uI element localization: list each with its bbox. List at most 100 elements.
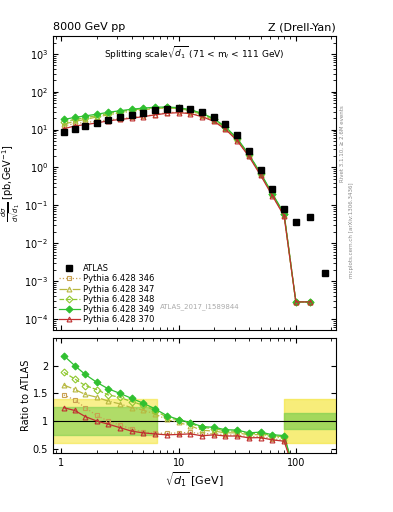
Pythia 6.428 348 bbox=[223, 124, 228, 131]
Pythia 6.428 370 bbox=[118, 116, 122, 122]
Text: Z (Drell-Yan): Z (Drell-Yan) bbox=[268, 23, 336, 32]
Pythia 6.428 370 bbox=[94, 120, 99, 126]
Pythia 6.428 348 bbox=[176, 105, 181, 111]
ATLAS bbox=[61, 129, 66, 135]
Line: Pythia 6.428 349: Pythia 6.428 349 bbox=[61, 104, 313, 304]
Text: Splitting scale$\sqrt{d_1}$ (71 < m$_l$ < 111 GeV): Splitting scale$\sqrt{d_1}$ (71 < m$_l$ … bbox=[104, 45, 285, 62]
Pythia 6.428 349 bbox=[106, 109, 110, 115]
Pythia 6.428 370 bbox=[188, 111, 193, 117]
Pythia 6.428 370 bbox=[141, 114, 146, 120]
Pythia 6.428 347 bbox=[94, 114, 99, 120]
Pythia 6.428 370 bbox=[235, 138, 240, 144]
ATLAS bbox=[106, 117, 110, 123]
Pythia 6.428 347 bbox=[72, 118, 77, 124]
Pythia 6.428 349 bbox=[176, 104, 181, 111]
Pythia 6.428 347 bbox=[165, 105, 169, 111]
Pythia 6.428 349 bbox=[72, 114, 77, 120]
Pythia 6.428 348 bbox=[270, 191, 275, 197]
Pythia 6.428 370 bbox=[72, 123, 77, 129]
Pythia 6.428 347 bbox=[270, 191, 275, 198]
Pythia 6.428 348 bbox=[72, 116, 77, 122]
ATLAS bbox=[323, 270, 327, 276]
Pythia 6.428 346 bbox=[294, 299, 298, 305]
ATLAS bbox=[235, 133, 240, 139]
Legend: ATLAS, Pythia 6.428 346, Pythia 6.428 347, Pythia 6.428 348, Pythia 6.428 349, P: ATLAS, Pythia 6.428 346, Pythia 6.428 34… bbox=[55, 261, 158, 328]
Pythia 6.428 348 bbox=[129, 107, 134, 113]
Pythia 6.428 370 bbox=[282, 213, 286, 219]
Pythia 6.428 348 bbox=[246, 152, 251, 158]
Pythia 6.428 347 bbox=[61, 121, 66, 127]
ATLAS bbox=[282, 205, 286, 211]
Text: 8000 GeV pp: 8000 GeV pp bbox=[53, 23, 125, 32]
Pythia 6.428 348 bbox=[282, 211, 286, 217]
Text: mcplots.cern.ch [arXiv:1306.3436]: mcplots.cern.ch [arXiv:1306.3436] bbox=[349, 183, 354, 278]
Y-axis label: Ratio to ATLAS: Ratio to ATLAS bbox=[22, 360, 31, 431]
Pythia 6.428 347 bbox=[282, 211, 286, 218]
Text: Rivet 3.1.10, ≥ 2.6M events: Rivet 3.1.10, ≥ 2.6M events bbox=[340, 105, 345, 182]
Pythia 6.428 346 bbox=[118, 116, 122, 122]
Pythia 6.428 348 bbox=[200, 111, 204, 117]
Pythia 6.428 349 bbox=[118, 108, 122, 114]
Pythia 6.428 349 bbox=[61, 116, 66, 122]
Pythia 6.428 346 bbox=[188, 110, 193, 116]
Pythia 6.428 346 bbox=[94, 118, 99, 124]
Pythia 6.428 349 bbox=[258, 170, 263, 176]
Pythia 6.428 346 bbox=[129, 114, 134, 120]
Pythia 6.428 370 bbox=[165, 110, 169, 116]
Pythia 6.428 347 bbox=[141, 106, 146, 113]
ATLAS bbox=[94, 120, 99, 126]
Pythia 6.428 349 bbox=[223, 124, 228, 130]
Pythia 6.428 346 bbox=[200, 113, 204, 119]
Pythia 6.428 346 bbox=[223, 126, 228, 132]
Pythia 6.428 349 bbox=[153, 104, 158, 110]
ATLAS bbox=[258, 166, 263, 173]
Pythia 6.428 370 bbox=[129, 115, 134, 121]
Pythia 6.428 346 bbox=[141, 113, 146, 119]
Pythia 6.428 348 bbox=[153, 104, 158, 111]
Pythia 6.428 370 bbox=[61, 126, 66, 132]
Pythia 6.428 348 bbox=[211, 116, 216, 122]
Pythia 6.428 346 bbox=[61, 123, 66, 129]
Pythia 6.428 349 bbox=[294, 299, 298, 305]
ATLAS bbox=[308, 214, 313, 220]
Pythia 6.428 347 bbox=[153, 105, 158, 112]
Pythia 6.428 370 bbox=[258, 173, 263, 179]
Pythia 6.428 348 bbox=[308, 299, 313, 305]
Line: Pythia 6.428 348: Pythia 6.428 348 bbox=[61, 105, 313, 304]
Pythia 6.428 346 bbox=[106, 117, 110, 123]
ATLAS bbox=[176, 105, 181, 111]
Pythia 6.428 370 bbox=[153, 112, 158, 118]
Pythia 6.428 349 bbox=[282, 210, 286, 217]
Pythia 6.428 346 bbox=[246, 153, 251, 159]
Pythia 6.428 346 bbox=[308, 299, 313, 305]
ATLAS bbox=[153, 108, 158, 114]
Pythia 6.428 349 bbox=[141, 105, 146, 111]
Pythia 6.428 349 bbox=[200, 110, 204, 116]
Pythia 6.428 349 bbox=[308, 299, 313, 305]
Pythia 6.428 370 bbox=[211, 118, 216, 124]
Pythia 6.428 370 bbox=[106, 118, 110, 124]
ATLAS bbox=[129, 112, 134, 118]
Pythia 6.428 347 bbox=[106, 112, 110, 118]
Line: Pythia 6.428 347: Pythia 6.428 347 bbox=[61, 105, 313, 304]
X-axis label: $\sqrt{d_1}$ [GeV]: $\sqrt{d_1}$ [GeV] bbox=[165, 471, 224, 489]
Pythia 6.428 370 bbox=[294, 299, 298, 305]
Pythia 6.428 347 bbox=[294, 299, 298, 305]
Pythia 6.428 348 bbox=[106, 111, 110, 117]
Pythia 6.428 349 bbox=[94, 111, 99, 117]
Pythia 6.428 348 bbox=[258, 170, 263, 177]
Pythia 6.428 370 bbox=[200, 114, 204, 120]
ATLAS bbox=[141, 110, 146, 116]
Pythia 6.428 346 bbox=[211, 118, 216, 124]
Pythia 6.428 347 bbox=[211, 117, 216, 123]
Pythia 6.428 347 bbox=[258, 171, 263, 177]
Pythia 6.428 370 bbox=[176, 110, 181, 116]
Pythia 6.428 347 bbox=[235, 136, 240, 142]
Pythia 6.428 346 bbox=[72, 120, 77, 126]
Text: ATLAS_2017_I1589844: ATLAS_2017_I1589844 bbox=[160, 303, 240, 310]
ATLAS bbox=[188, 106, 193, 112]
Pythia 6.428 347 bbox=[200, 112, 204, 118]
ATLAS bbox=[223, 121, 228, 127]
ATLAS bbox=[200, 109, 204, 115]
ATLAS bbox=[246, 147, 251, 154]
